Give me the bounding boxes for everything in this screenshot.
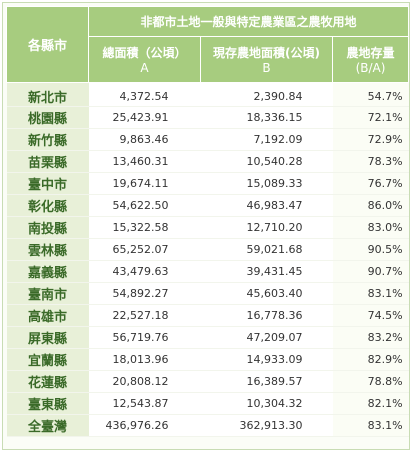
ratio-cell: 78.3% bbox=[332, 150, 409, 173]
total-area-cell: 12,543.87 bbox=[88, 392, 201, 415]
table-row: 新竹縣 9,863.46 7,192.09 72.9% bbox=[6, 128, 409, 151]
farmland-table: 各縣市 非都市土地一般與特定農業區之農牧用地 總面積（公頃） A 現存農地面積(… bbox=[6, 6, 410, 437]
region-cell: 宜蘭縣 bbox=[6, 348, 89, 371]
existing-area-cell: 16,778.36 bbox=[200, 304, 333, 327]
table-row: 南投縣 15,322.58 12,710.20 83.0% bbox=[6, 216, 409, 239]
ratio-cell: 83.1% bbox=[332, 282, 409, 305]
ratio-cell: 90.7% bbox=[332, 260, 409, 283]
region-cell: 臺中市 bbox=[6, 172, 89, 195]
table-row: 宜蘭縣 18,013.96 14,933.09 82.9% bbox=[6, 348, 409, 371]
existing-area-cell: 14,933.09 bbox=[200, 348, 333, 371]
total-area-cell: 4,372.54 bbox=[88, 82, 201, 107]
table-frame: 各縣市 非都市土地一般與特定農業區之農牧用地 總面積（公頃） A 現存農地面積(… bbox=[2, 2, 410, 450]
ratio-cell: 82.1% bbox=[332, 392, 409, 415]
ratio-cell: 78.8% bbox=[332, 370, 409, 393]
total-area-cell: 54,892.27 bbox=[88, 282, 201, 305]
ratio-cell: 54.7% bbox=[332, 82, 409, 107]
total-area-cell: 65,252.07 bbox=[88, 238, 201, 261]
total-area-cell: 15,322.58 bbox=[88, 216, 201, 239]
existing-area-cell: 10,304.32 bbox=[200, 392, 333, 415]
existing-area-cell: 16,389.57 bbox=[200, 370, 333, 393]
region-cell: 嘉義縣 bbox=[6, 260, 89, 283]
region-cell: 南投縣 bbox=[6, 216, 89, 239]
table-row: 臺東縣 12,543.87 10,304.32 82.1% bbox=[6, 392, 409, 415]
existing-area-sub: B bbox=[262, 61, 271, 75]
table-row: 高雄市 22,527.18 16,778.36 74.5% bbox=[6, 304, 409, 327]
ratio-sub: (B/A) bbox=[355, 61, 386, 75]
ratio-cell: 74.5% bbox=[332, 304, 409, 327]
ratio-cell: 76.7% bbox=[332, 172, 409, 195]
table-row: 新北市 4,372.54 2,390.84 54.7% bbox=[6, 82, 409, 107]
region-cell: 新北市 bbox=[6, 82, 89, 107]
total-area-sub: A bbox=[140, 61, 149, 75]
existing-area-cell: 47,209.07 bbox=[200, 326, 333, 349]
total-area-cell: 20,808.12 bbox=[88, 370, 201, 393]
region-cell: 雲林縣 bbox=[6, 238, 89, 261]
total-area-label: 總面積（公頃） bbox=[102, 46, 187, 60]
total-area-cell: 13,460.31 bbox=[88, 150, 201, 173]
table-row: 屏東縣 56,719.76 47,209.07 83.2% bbox=[6, 326, 409, 349]
existing-area-cell: 10,540.28 bbox=[200, 150, 333, 173]
existing-area-cell: 39,431.45 bbox=[200, 260, 333, 283]
ratio-cell: 83.2% bbox=[332, 326, 409, 349]
existing-area-cell: 46,983.47 bbox=[200, 194, 333, 217]
table-row: 嘉義縣 43,479.63 39,431.45 90.7% bbox=[6, 260, 409, 283]
existing-area-header: 現存農地面積(公頃) B bbox=[200, 36, 333, 83]
region-column-header: 各縣市 bbox=[6, 6, 89, 83]
table-body: 新北市 4,372.54 2,390.84 54.7% 桃園縣 25,423.91 18,3… bbox=[6, 82, 409, 437]
table-row: 花蓮縣 20,808.12 16,389.57 78.8% bbox=[6, 370, 409, 393]
region-cell: 新竹縣 bbox=[6, 128, 89, 151]
existing-area-cell: 59,021.68 bbox=[200, 238, 333, 261]
total-area-cell: 18,013.96 bbox=[88, 348, 201, 371]
total-area-cell: 19,674.11 bbox=[88, 172, 201, 195]
existing-area-cell: 7,192.09 bbox=[200, 128, 333, 151]
ratio-header: 農地存量 (B/A) bbox=[331, 36, 410, 83]
existing-area-cell: 15,089.33 bbox=[200, 172, 333, 195]
existing-area-cell: 12,710.20 bbox=[200, 216, 333, 239]
ratio-cell: 90.5% bbox=[332, 238, 409, 261]
table-row: 全臺灣 436,976.26 362,913.30 83.1% bbox=[6, 414, 409, 437]
total-area-cell: 56,719.76 bbox=[88, 326, 201, 349]
existing-area-label: 現存農地面積(公頃) bbox=[213, 46, 320, 60]
total-area-cell: 54,622.50 bbox=[88, 194, 201, 217]
region-cell: 苗栗縣 bbox=[6, 150, 89, 173]
region-cell: 高雄市 bbox=[6, 304, 89, 327]
region-cell: 桃園縣 bbox=[6, 106, 89, 129]
table-row: 臺南市 54,892.27 45,603.40 83.1% bbox=[6, 282, 409, 305]
existing-area-cell: 362,913.30 bbox=[200, 414, 333, 437]
region-cell: 彰化縣 bbox=[6, 194, 89, 217]
region-cell: 臺東縣 bbox=[6, 392, 89, 415]
ratio-cell: 72.9% bbox=[332, 128, 409, 151]
ratio-cell: 83.1% bbox=[332, 414, 409, 437]
ratio-label: 農地存量 bbox=[346, 46, 395, 60]
ratio-cell: 72.1% bbox=[332, 106, 409, 129]
table-row: 苗栗縣 13,460.31 10,540.28 78.3% bbox=[6, 150, 409, 173]
region-cell: 花蓮縣 bbox=[6, 370, 89, 393]
total-area-cell: 43,479.63 bbox=[88, 260, 201, 283]
table-row: 桃園縣 25,423.91 18,336.15 72.1% bbox=[6, 106, 409, 129]
group-title: 非都市土地一般與特定農業區之農牧用地 bbox=[87, 6, 410, 37]
total-area-cell: 436,976.26 bbox=[88, 414, 201, 437]
ratio-cell: 86.0% bbox=[332, 194, 409, 217]
table-row: 雲林縣 65,252.07 59,021.68 90.5% bbox=[6, 238, 409, 261]
table-row: 彰化縣 54,622.50 46,983.47 86.0% bbox=[6, 194, 409, 217]
region-cell: 全臺灣 bbox=[6, 414, 89, 437]
existing-area-cell: 2,390.84 bbox=[200, 82, 333, 107]
ratio-cell: 82.9% bbox=[332, 348, 409, 371]
ratio-cell: 83.0% bbox=[332, 216, 409, 239]
existing-area-cell: 45,603.40 bbox=[200, 282, 333, 305]
total-area-cell: 25,423.91 bbox=[88, 106, 201, 129]
table-row: 臺中市 19,674.11 15,089.33 76.7% bbox=[6, 172, 409, 195]
total-area-cell: 9,863.46 bbox=[88, 128, 201, 151]
region-cell: 屏東縣 bbox=[6, 326, 89, 349]
region-cell: 臺南市 bbox=[6, 282, 89, 305]
existing-area-cell: 18,336.15 bbox=[200, 106, 333, 129]
total-area-header: 總面積（公頃） A bbox=[88, 36, 201, 83]
total-area-cell: 22,527.18 bbox=[88, 304, 201, 327]
